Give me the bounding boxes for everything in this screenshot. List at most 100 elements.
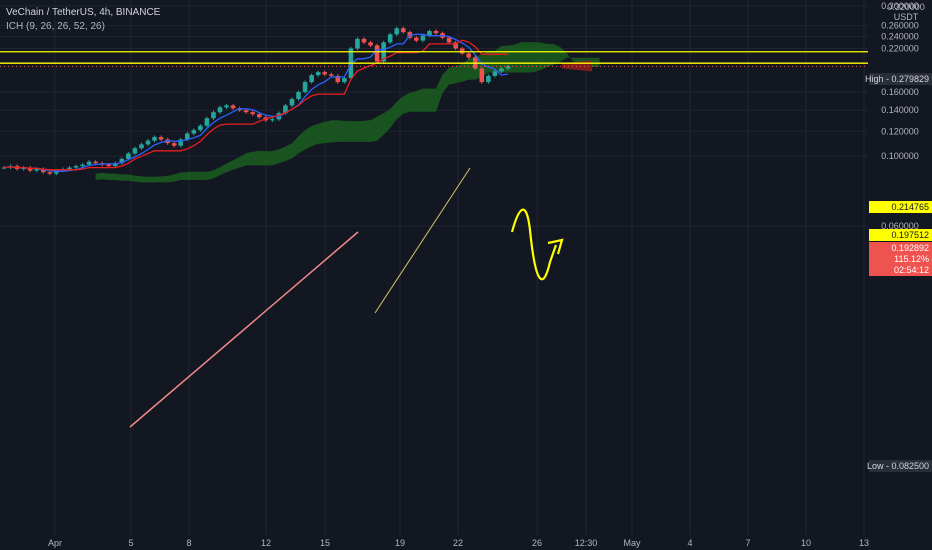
candle-body	[328, 74, 334, 76]
candle-body	[315, 72, 321, 76]
price-label-box	[869, 229, 932, 241]
cloud-area	[95, 42, 600, 183]
candle-body	[145, 140, 151, 145]
candle-body	[400, 28, 406, 33]
tenkan-line	[3, 33, 509, 172]
price-label-text: High - 0.279829	[865, 74, 929, 84]
candle-body	[459, 48, 465, 54]
x-tick-label: 8	[186, 538, 191, 548]
candle-body	[191, 130, 197, 134]
candle-body	[67, 167, 72, 170]
candle-body	[270, 119, 275, 121]
candle-body	[40, 169, 46, 173]
candle-body	[106, 164, 112, 167]
candle-body	[139, 144, 144, 149]
axis-top-cut-label: 0.320000	[887, 2, 925, 12]
y-tick-label: 0.220000	[881, 43, 919, 53]
candle-body	[86, 161, 92, 165]
candle-body	[230, 105, 236, 109]
price-label-box	[869, 201, 932, 213]
x-tick-label: 12	[261, 538, 271, 548]
candle-body	[21, 167, 26, 170]
y-tick-label: 0.240000	[881, 32, 919, 42]
x-tick-label: 22	[453, 538, 463, 548]
price-label: High - 0.279829	[865, 73, 932, 85]
candle-body	[184, 133, 190, 140]
price-label-box	[869, 242, 932, 254]
candle-body	[499, 68, 504, 72]
price-label-box	[869, 264, 932, 276]
candle-body	[355, 38, 360, 49]
price-label: Low - 0.082500	[867, 460, 932, 472]
projection-curve	[510, 208, 558, 281]
y-tick-label: 0.060000	[881, 221, 919, 231]
candle-body	[492, 71, 498, 76]
axis-currency: 0.320000 USDT	[886, 2, 926, 22]
x-tick-label: 4	[687, 538, 692, 548]
candle-body	[453, 42, 458, 49]
candle-body	[256, 114, 262, 118]
price-label: 0.192892	[869, 242, 932, 254]
candle-body	[1, 167, 7, 169]
candle-body	[152, 137, 157, 141]
x-tick-label: 12:30	[575, 538, 598, 548]
price-label: 0.214765	[869, 201, 932, 213]
candle-body	[394, 28, 400, 35]
candle-body	[479, 68, 485, 83]
candle-body	[178, 139, 184, 146]
candle-body	[302, 82, 308, 92]
trendline-support	[129, 231, 359, 428]
candle-body	[54, 170, 59, 174]
candle-body	[204, 118, 210, 126]
candle-body	[47, 172, 53, 174]
price-label-box	[869, 460, 932, 472]
candle-body	[368, 42, 373, 46]
price-label: 115.12%	[869, 253, 932, 265]
candle-body	[119, 158, 125, 164]
price-label: 02:54:12	[869, 264, 932, 276]
y-tick-label: 0.160000	[881, 87, 919, 97]
price-label-text: Low - 0.082500	[867, 461, 929, 471]
price-label-text: 115.12%	[894, 254, 929, 264]
price-label-text: 0.197512	[891, 230, 929, 240]
candle-body	[296, 91, 301, 99]
y-tick-label: 0.100000	[881, 151, 919, 161]
x-tick-label: 26	[532, 538, 542, 548]
y-tick-label: 0.260000	[881, 21, 919, 31]
indicator-label[interactable]: ICH (9, 26, 26, 52, 26)	[6, 21, 105, 32]
candle-body	[309, 75, 314, 83]
candle-body	[289, 98, 295, 106]
candle-body	[374, 45, 380, 62]
currency-label: USDT	[893, 12, 919, 22]
candle-body	[420, 35, 426, 41]
candle-body	[217, 107, 223, 113]
price-label-box	[869, 73, 932, 85]
x-tick-label: 13	[859, 538, 869, 548]
x-tick-label: May	[623, 538, 641, 548]
candle-body	[80, 164, 85, 167]
candle-body	[198, 125, 203, 131]
y-tick-label: 0.120000	[881, 126, 919, 136]
candle-body	[322, 72, 328, 75]
candle-body	[505, 66, 511, 69]
price-label-text: 02:54:12	[894, 265, 929, 275]
projection-arrow	[547, 238, 564, 255]
price-label-text: 0.214765	[891, 202, 929, 212]
candle-body	[486, 75, 491, 83]
price-label-box	[869, 253, 932, 265]
x-tick-label: 10	[801, 538, 811, 548]
kijun-line	[3, 39, 508, 171]
candle-body	[126, 153, 131, 159]
symbol-title[interactable]: VeChain / TetherUS, 4h, BINANCE	[6, 7, 161, 18]
candle-body	[34, 169, 40, 171]
x-tick-label: 5	[128, 538, 133, 548]
candle-body	[73, 166, 79, 168]
candle-body	[93, 161, 98, 164]
x-tick-label: 19	[395, 538, 405, 548]
candle-body	[342, 78, 347, 83]
trendline-inner	[374, 167, 471, 314]
candle-body	[433, 31, 439, 34]
price-label: 0.197512	[869, 229, 932, 241]
y-tick-label: 0.140000	[881, 105, 919, 115]
